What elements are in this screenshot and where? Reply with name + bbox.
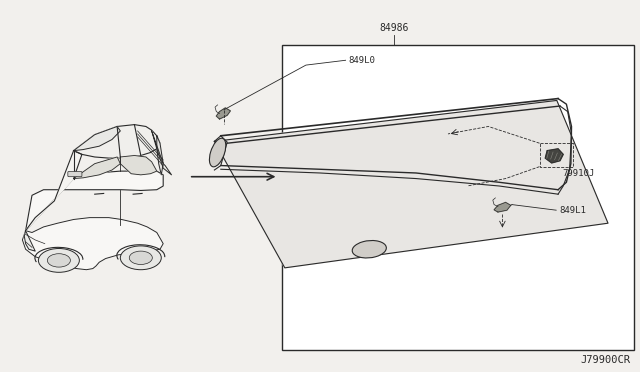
Text: 84986: 84986: [379, 23, 408, 33]
Polygon shape: [74, 126, 120, 151]
Circle shape: [38, 248, 79, 272]
Text: 79910J: 79910J: [562, 169, 594, 178]
Circle shape: [47, 254, 70, 267]
Ellipse shape: [352, 241, 387, 258]
Text: 849L0: 849L0: [349, 56, 376, 65]
Polygon shape: [216, 108, 230, 119]
Polygon shape: [26, 171, 163, 231]
Polygon shape: [24, 231, 35, 251]
Circle shape: [120, 246, 161, 270]
Bar: [282, 45, 634, 350]
Polygon shape: [157, 136, 163, 175]
Polygon shape: [74, 125, 160, 158]
Polygon shape: [494, 202, 511, 212]
Polygon shape: [214, 100, 608, 268]
Polygon shape: [120, 155, 157, 175]
FancyBboxPatch shape: [68, 171, 82, 177]
Text: J79900CR: J79900CR: [580, 355, 630, 365]
Text: 849L1: 849L1: [559, 206, 586, 215]
Polygon shape: [22, 218, 163, 270]
Polygon shape: [26, 151, 82, 231]
Polygon shape: [74, 157, 120, 179]
Ellipse shape: [209, 138, 226, 167]
Polygon shape: [152, 131, 172, 175]
Circle shape: [129, 251, 152, 264]
Polygon shape: [545, 149, 563, 163]
